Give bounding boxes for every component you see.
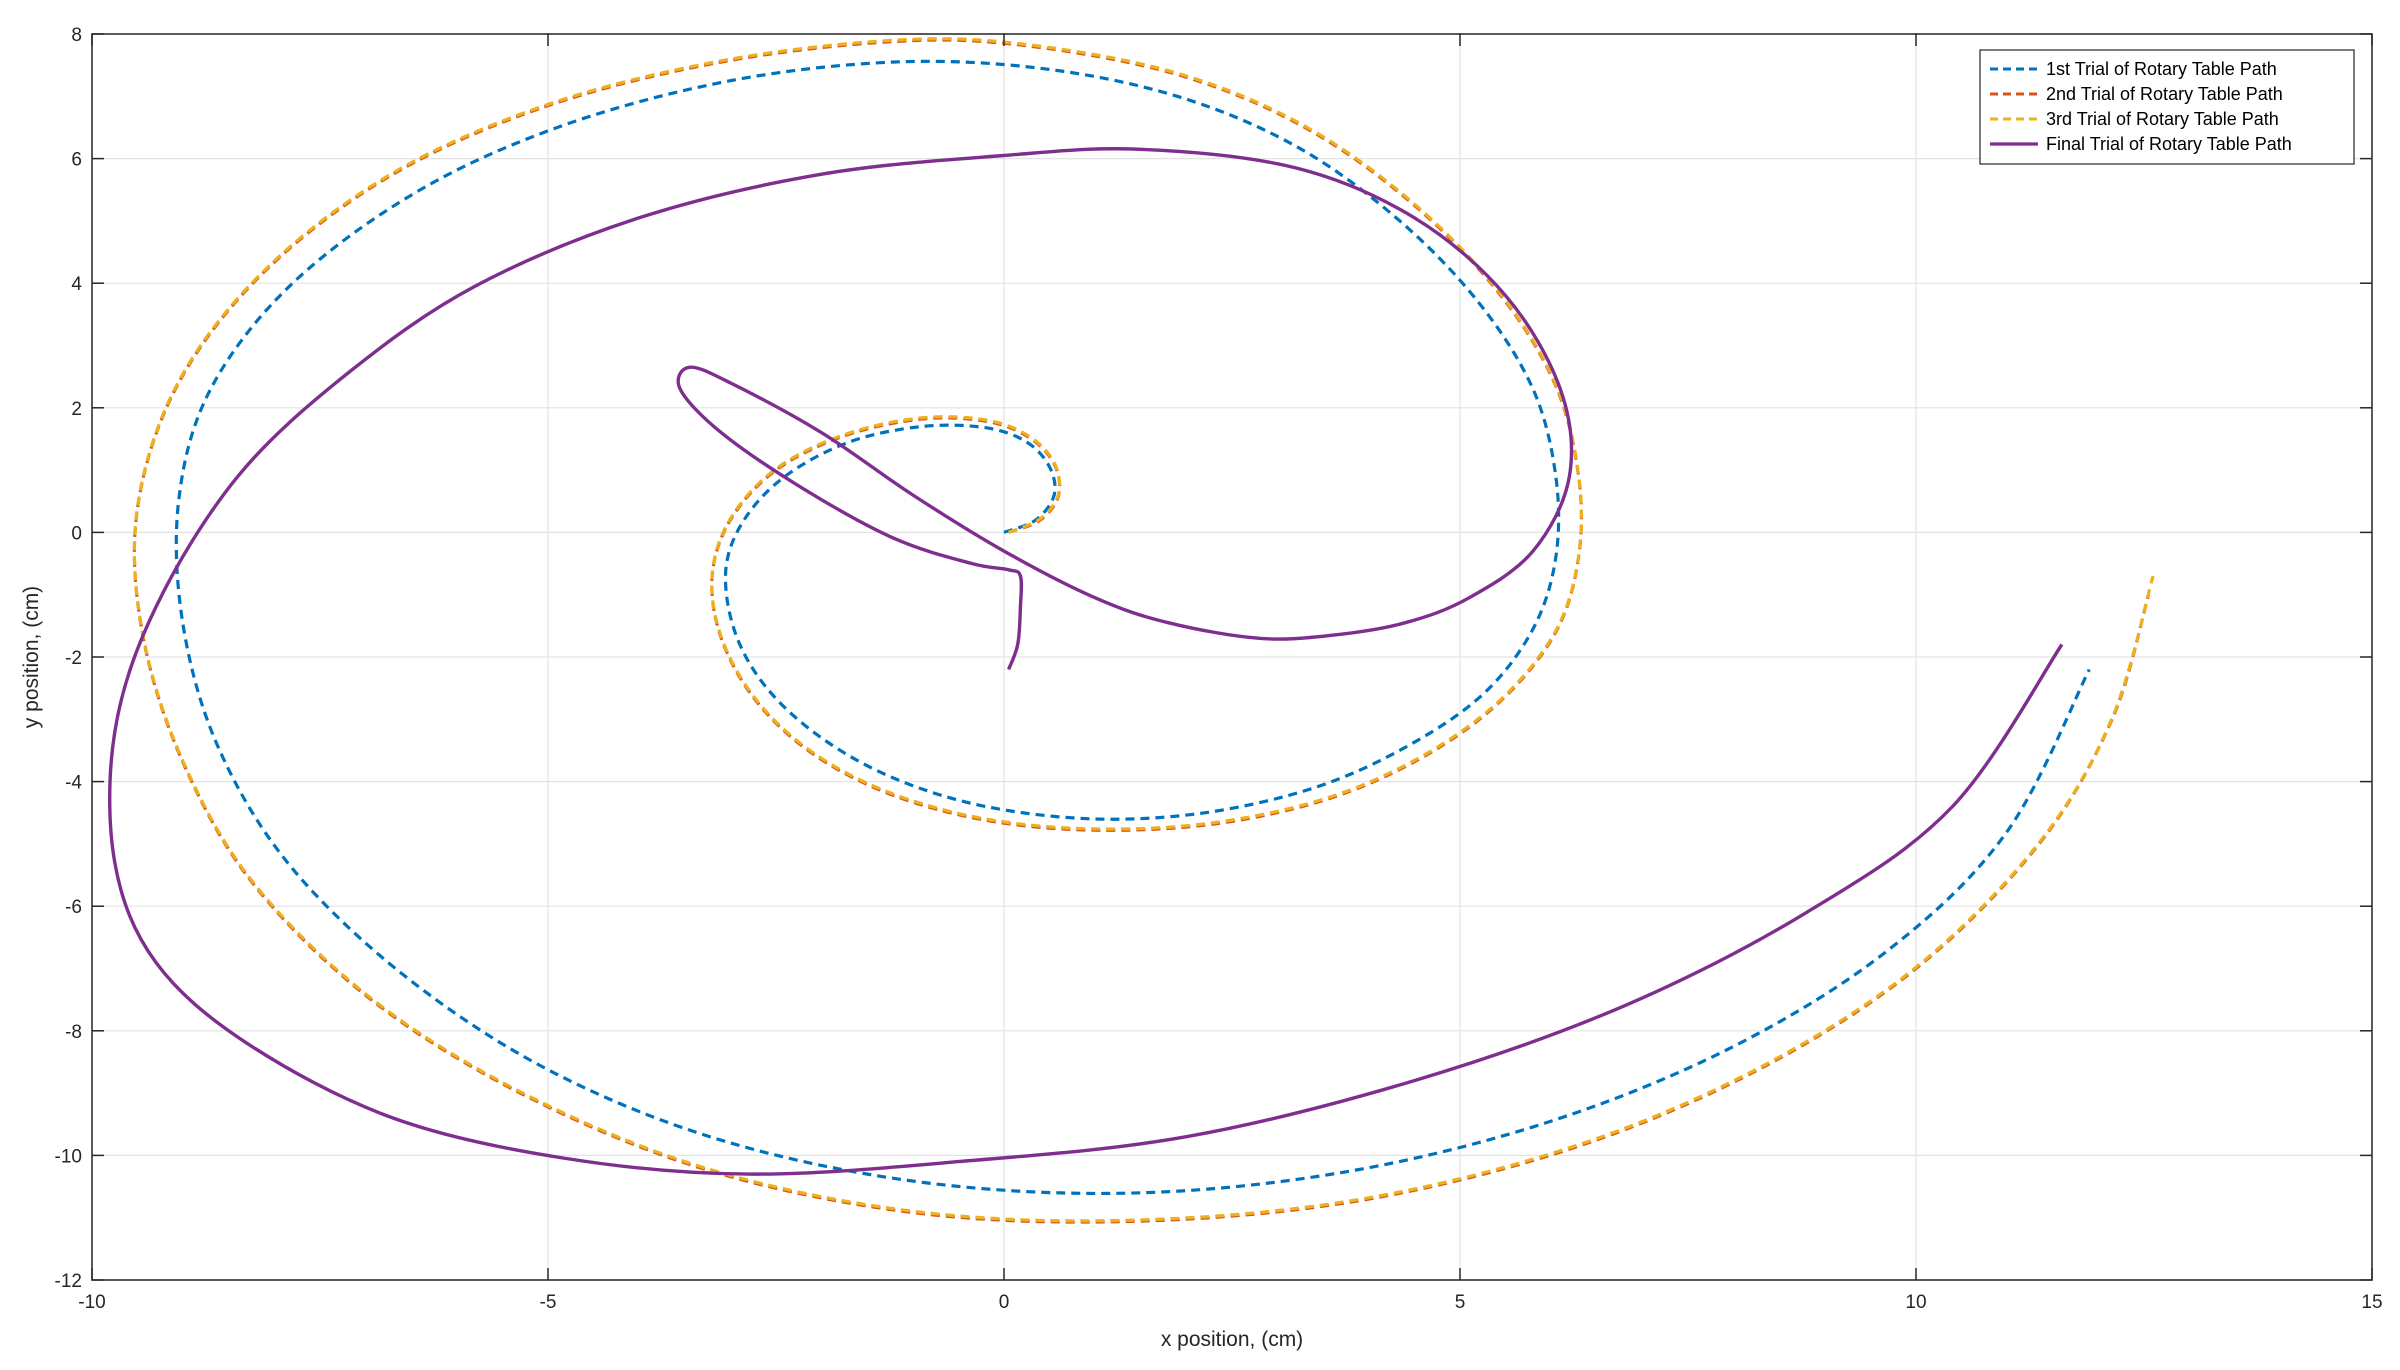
y-axis-label: y position, (cm)	[20, 586, 43, 728]
legend-label-3rd-trial-of-rotary-table-path: 3rd Trial of Rotary Table Path	[2046, 109, 2279, 129]
y-tick-label: 0	[71, 523, 82, 544]
y-tick-label: 6	[71, 150, 82, 171]
series-line-final-trial-of-rotary-table-path	[108, 147, 2064, 1176]
y-tick-label: 4	[71, 274, 82, 295]
x-tick-label: 0	[999, 1292, 1010, 1313]
series-line-3rd-trial-of-rotary-table-path	[132, 37, 2155, 1223]
y-tick-label: -12	[55, 1271, 82, 1292]
legend: 1st Trial of Rotary Table Path 2nd Trial …	[1979, 49, 2355, 165]
x-tick-label: 10	[1905, 1292, 1926, 1313]
y-tick-label: -10	[55, 1146, 82, 1167]
y-tick-label: -4	[65, 773, 82, 794]
y-tick-label: 2	[71, 399, 82, 420]
series-lines	[108, 37, 2155, 1224]
y-tick-label: -8	[65, 1022, 82, 1043]
x-tick-label: -5	[540, 1292, 557, 1313]
legend-label-2nd-trial-of-rotary-table-path: 2nd Trial of Rotary Table Path	[2046, 84, 2283, 104]
legend-label-final-trial-of-rotary-table-path: Final Trial of Rotary Table Path	[2046, 134, 2292, 154]
y-tick-label: 8	[71, 25, 82, 46]
y-tick-label: -2	[65, 648, 82, 669]
legend-box	[1979, 49, 2355, 165]
x-tick-label: 5	[1455, 1292, 1466, 1313]
series-line-1st-trial-of-rotary-table-path	[174, 59, 2091, 1196]
legend-label-1st-trial-of-rotary-table-path: 1st Trial of Rotary Table Path	[2046, 59, 2277, 79]
y-tick-label: -6	[65, 897, 82, 918]
x-tick-label: 15	[2361, 1292, 2382, 1313]
x-tick-label: -10	[78, 1292, 105, 1313]
x-axis-label: x position, (cm)	[1161, 1328, 1303, 1351]
